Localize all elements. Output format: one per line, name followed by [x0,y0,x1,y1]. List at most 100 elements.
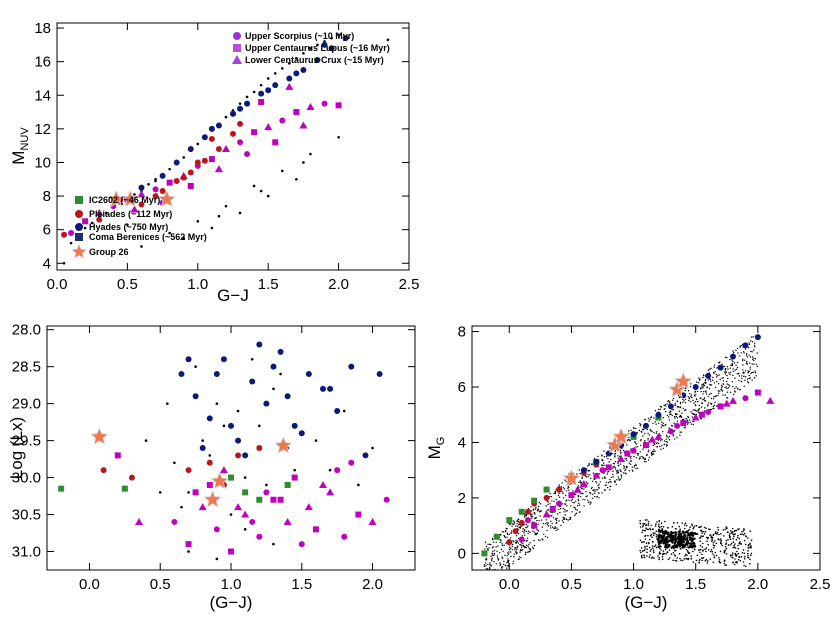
data-point [58,485,65,492]
background-star [610,458,612,461]
background-star [669,410,671,412]
background-star [613,463,615,465]
background-star [732,537,734,540]
background-star [598,497,600,499]
background-star [689,393,691,395]
background-star [653,450,655,453]
background-star [731,556,733,559]
background-star [688,398,690,400]
data-point [235,437,242,444]
background-star [712,547,715,549]
background-star [744,379,746,381]
data-point [283,517,292,525]
background-star [624,469,626,472]
background-star [597,484,599,487]
background-star [656,446,658,448]
background-star [665,434,668,436]
data-point [206,415,213,422]
background-star [680,559,682,562]
background-star [649,418,651,421]
background-star [651,430,653,433]
background-star [684,398,687,401]
background-star [496,555,499,557]
background-star [667,400,670,402]
data-point [252,90,256,94]
background-star [662,431,664,433]
data-point [104,211,108,215]
background-star [640,541,643,544]
data-point [549,506,556,512]
background-star [594,495,596,498]
background-star [538,520,540,522]
x-tick-label: 1.5 [685,576,706,593]
background-star [744,555,746,558]
data-point [321,41,328,48]
background-star [732,374,734,376]
background-star [750,336,753,338]
background-star [679,415,681,418]
background-star [626,459,628,461]
background-star [613,481,616,483]
background-star [755,375,757,377]
background-star [701,383,703,386]
background-star [561,503,564,505]
background-star [525,546,527,549]
background-star [672,559,674,562]
background-star [735,554,737,556]
background-star [640,444,642,447]
data-point [147,183,150,186]
background-star [655,423,657,425]
data-point [256,445,263,451]
background-star [731,359,733,361]
background-star [730,364,732,367]
background-star [613,453,616,455]
background-star [511,523,514,525]
background-star [725,539,728,542]
data-point [293,70,300,77]
data-point [556,500,562,507]
data-point [691,413,700,421]
background-star [508,551,510,553]
background-star [615,483,617,486]
y-axis-label-sub: NUV [19,127,31,151]
background-star [734,552,737,555]
background-star [597,455,599,458]
y-axis-label-sub: G [435,437,447,446]
background-star [648,538,651,541]
data-point [280,169,284,173]
background-star [662,447,665,449]
background-star [732,552,734,554]
background-star [729,391,732,393]
background-star [587,501,590,503]
background-star [723,551,725,553]
data-point [266,77,270,80]
data-point [524,517,531,524]
data-point [263,400,270,407]
background-star [578,504,581,506]
data-point [643,422,649,429]
background-star [719,550,722,553]
background-star [528,547,530,549]
background-star [743,385,745,388]
background-star [729,538,732,540]
background-star [663,532,667,535]
background-star [703,390,705,393]
background-star [740,556,743,558]
background-star [544,523,547,525]
background-star [735,368,738,370]
background-star [616,471,619,473]
background-star [512,520,515,522]
data-point [630,431,637,438]
background-star [552,526,554,528]
background-star [709,534,711,536]
data-point [230,130,236,137]
background-star [693,548,696,551]
background-star [748,377,750,380]
background-star [564,479,566,481]
data-point [243,476,247,479]
background-star [701,559,703,562]
background-star [666,527,669,529]
background-star [501,566,503,568]
background-star [562,516,564,519]
background-star [699,378,701,380]
